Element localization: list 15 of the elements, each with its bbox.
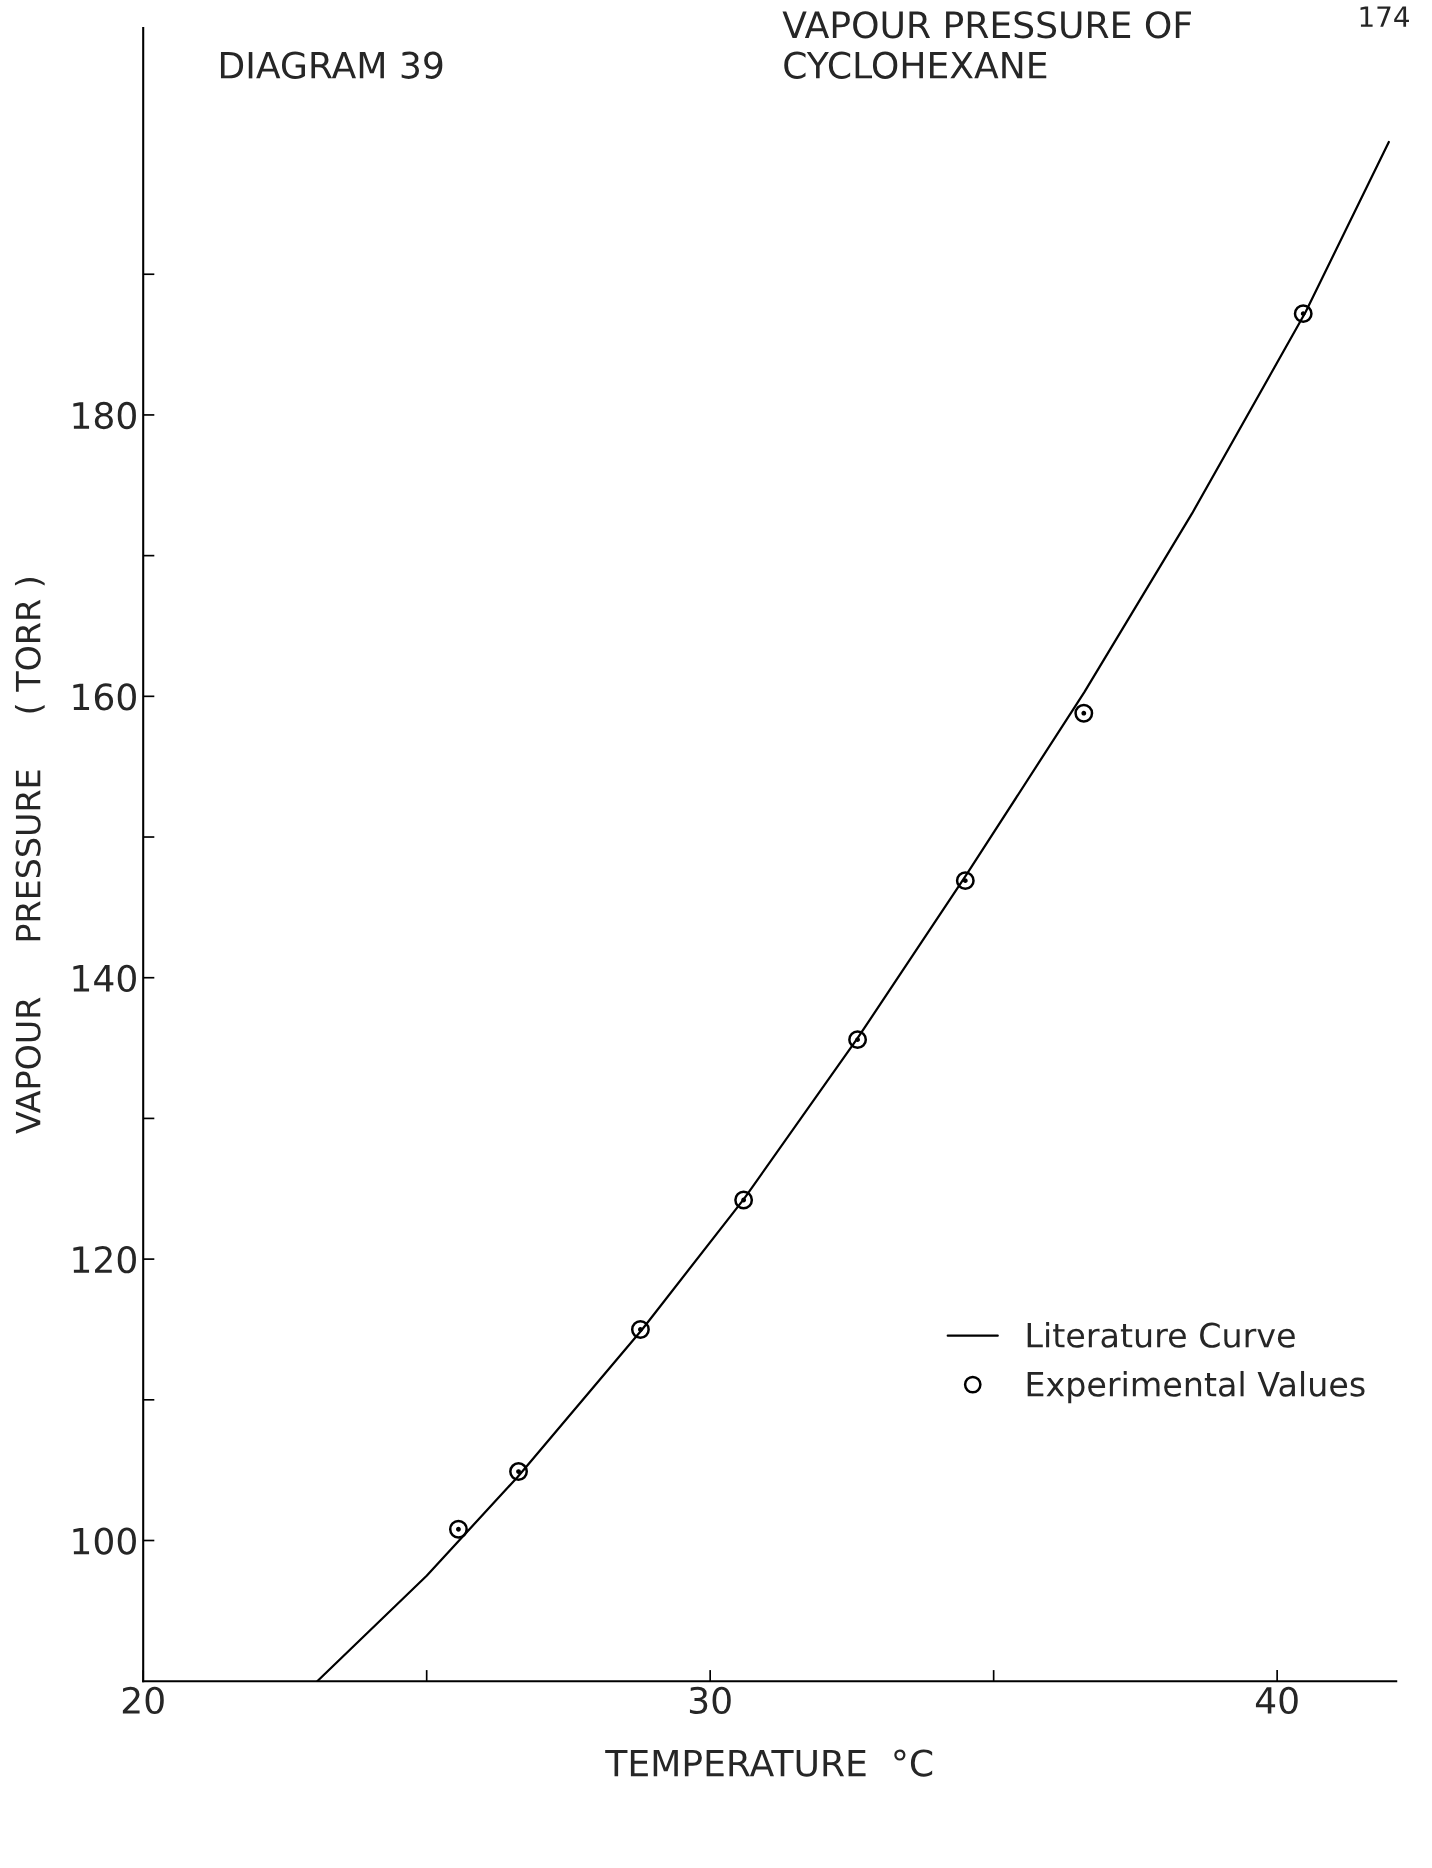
y-tick-label: 100 — [73, 1527, 136, 1555]
x-tick-label: 30 — [689, 1686, 731, 1715]
y-axis-title: VAPOUR PRESSURE ( TORR ) — [14, 578, 45, 1134]
x-tick-label: 40 — [1255, 1686, 1298, 1715]
text: 174 — [1360, 6, 1409, 27]
text: DIAGRAM 39 — [220, 51, 443, 79]
legend-label: Experimental Values — [1027, 1370, 1365, 1404]
legend-label: Literature Curve — [1027, 1322, 1295, 1348]
y-tick-label: 120 — [73, 1246, 136, 1274]
y-tick-label: 180 — [73, 401, 136, 430]
y-tick-label: 160 — [73, 683, 136, 711]
x-axis-title: TEMPERATURE °C — [605, 1749, 933, 1777]
y-tick-label: 140 — [73, 964, 136, 992]
x-tick-label: 20 — [122, 1686, 164, 1715]
chart-subtitle: VAPOUR PRESSURE OF CYCLOHEXANE — [782, 11, 1191, 79]
